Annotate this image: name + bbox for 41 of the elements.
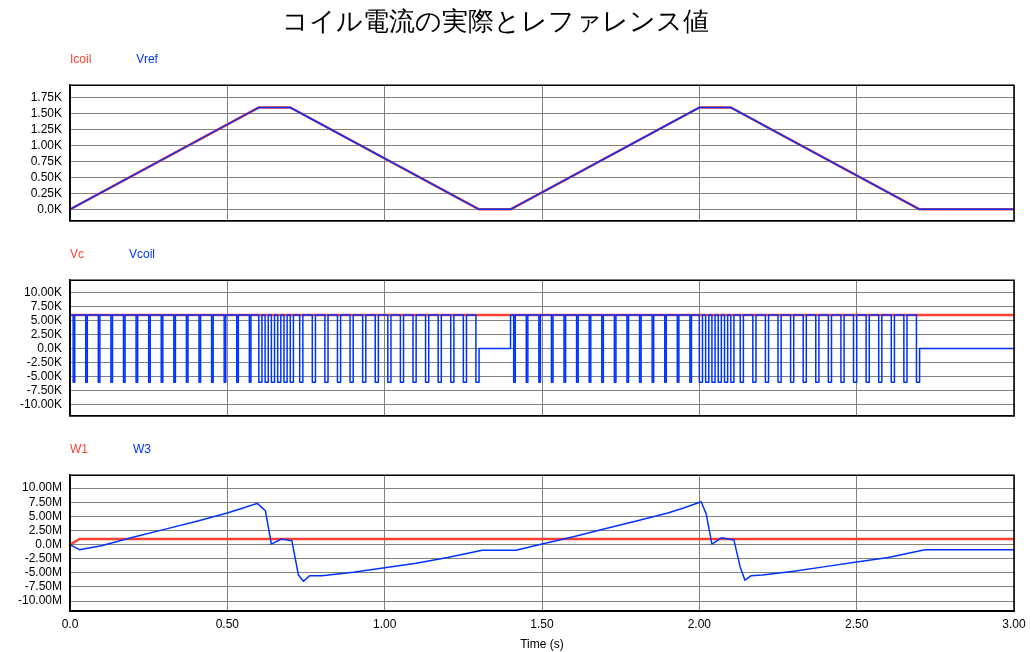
- y-tick-label: 10.00K: [23, 284, 62, 299]
- chart-title: コイル電流の実際とレファレンス値: [280, 6, 710, 38]
- y-tick-label: -5.00K: [26, 368, 62, 383]
- text: Icoil: [70, 52, 92, 66]
- text: W3: [133, 442, 151, 456]
- y-tick-label: -10.00K: [19, 396, 62, 411]
- y-tick-label: 10.00M: [21, 480, 62, 495]
- y-tick-label: 5.00M: [28, 508, 62, 523]
- y-tick-label: 2.50K: [30, 326, 62, 341]
- y-tick-label: 0.0K: [37, 201, 62, 216]
- y-tick-label: 0.75K: [30, 153, 62, 168]
- x-tick-label: 3.00: [1002, 616, 1026, 631]
- x-tick-label: 2.00: [687, 616, 712, 631]
- text: Vcoil: [129, 247, 156, 261]
- x-tick-label: 0.0: [61, 616, 79, 631]
- x-axis-title: Time (s): [520, 637, 564, 652]
- y-tick-label: -2.50M: [24, 551, 62, 566]
- text: Vref: [136, 52, 158, 66]
- y-tick-label: -2.50K: [26, 354, 62, 369]
- x-tick-label: 2.50: [844, 616, 869, 631]
- text: Vc: [70, 247, 85, 261]
- y-tick-label: 7.50M: [28, 494, 62, 509]
- y-tick-label: -5.00M: [24, 565, 62, 580]
- y-tick-label: -7.50K: [26, 382, 62, 397]
- y-tick-label: 7.50K: [30, 298, 62, 313]
- y-tick-label: -7.50M: [24, 579, 62, 594]
- text: W1: [70, 442, 88, 456]
- y-tick-label: 1.25K: [30, 122, 62, 137]
- y-tick-label: 0.0M: [35, 536, 62, 551]
- y-tick-label: 0.25K: [30, 185, 62, 200]
- y-tick-label: 1.00K: [30, 137, 62, 152]
- y-tick-label: 5.00K: [30, 312, 62, 327]
- x-tick-label: 1.50: [530, 616, 554, 631]
- y-tick-label: 1.75K: [30, 90, 62, 105]
- y-tick-label: 0.50K: [30, 169, 62, 184]
- y-tick-label: 2.50M: [28, 522, 62, 537]
- x-tick-label: 1.00: [372, 616, 397, 631]
- y-tick-label: 1.50K: [30, 106, 62, 121]
- y-tick-label: 0.0K: [37, 340, 62, 355]
- x-tick-label: 0.50: [215, 616, 240, 631]
- y-tick-label: -10.00M: [17, 593, 62, 608]
